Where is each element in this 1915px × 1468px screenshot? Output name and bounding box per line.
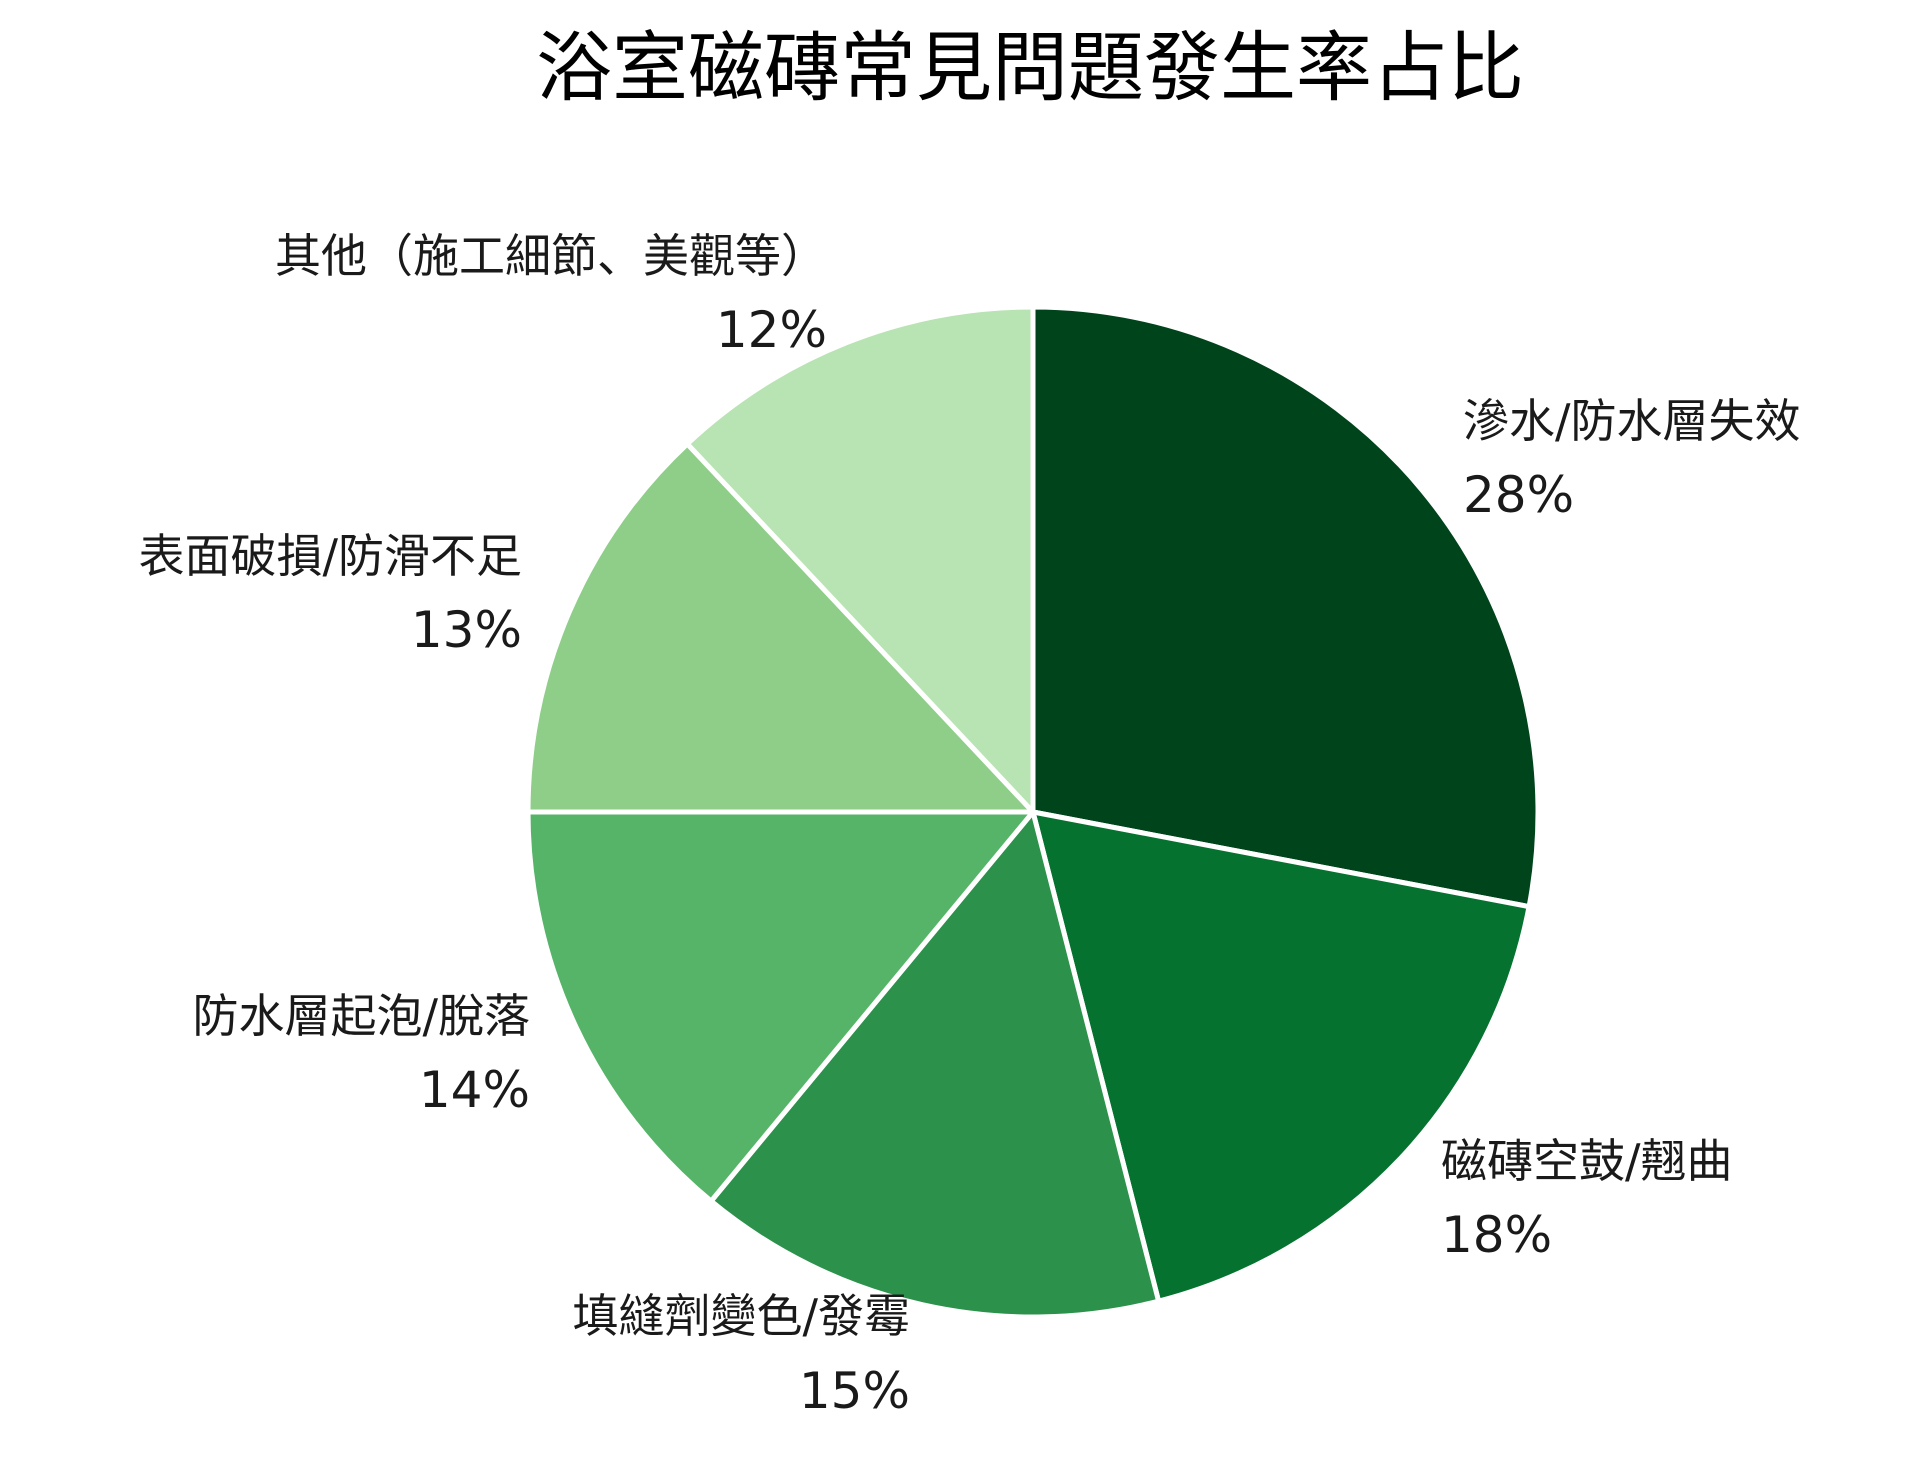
slice-label-5: 表面破損/防滑不足 <box>139 529 523 583</box>
pie-labels: 滲水/防水層失效 28% 磁磚空鼓/翹曲 18% 填縫劑變色/發霉 15% 防水層起泡/脫落… <box>139 229 1801 1420</box>
slice-label-2: 磁磚空鼓/翹曲 <box>1441 1134 1733 1188</box>
slice-label-6: 其他（施工細節、美觀等） <box>275 229 827 283</box>
pie-slice-6 <box>684 304 1036 815</box>
slice-value-label-5: 13% <box>411 601 522 659</box>
slice-value-label-1: 28% <box>1463 466 1574 524</box>
pie-slice-1 <box>1030 304 1541 910</box>
pie-slice-3 <box>708 809 1162 1320</box>
pie-slice-4 <box>525 809 1036 1204</box>
chart-title: 浴室磁磚常見問題發生率占比 <box>536 23 1524 112</box>
pie-slices <box>525 304 1541 1320</box>
pie-slice-5 <box>525 441 1036 815</box>
slice-value-label-2: 18% <box>1441 1206 1552 1264</box>
slice-value-label-6: 12% <box>716 301 827 359</box>
slice-value-label-3: 15% <box>799 1362 910 1420</box>
slice-label-1: 滲水/防水層失效 <box>1463 394 1801 448</box>
pie-slice-2 <box>1030 809 1532 1304</box>
slice-label-3: 填縫劑變色/發霉 <box>573 1289 911 1343</box>
slice-label-4: 防水層起泡/脫落 <box>193 989 531 1043</box>
slice-value-label-4: 14% <box>419 1061 530 1119</box>
